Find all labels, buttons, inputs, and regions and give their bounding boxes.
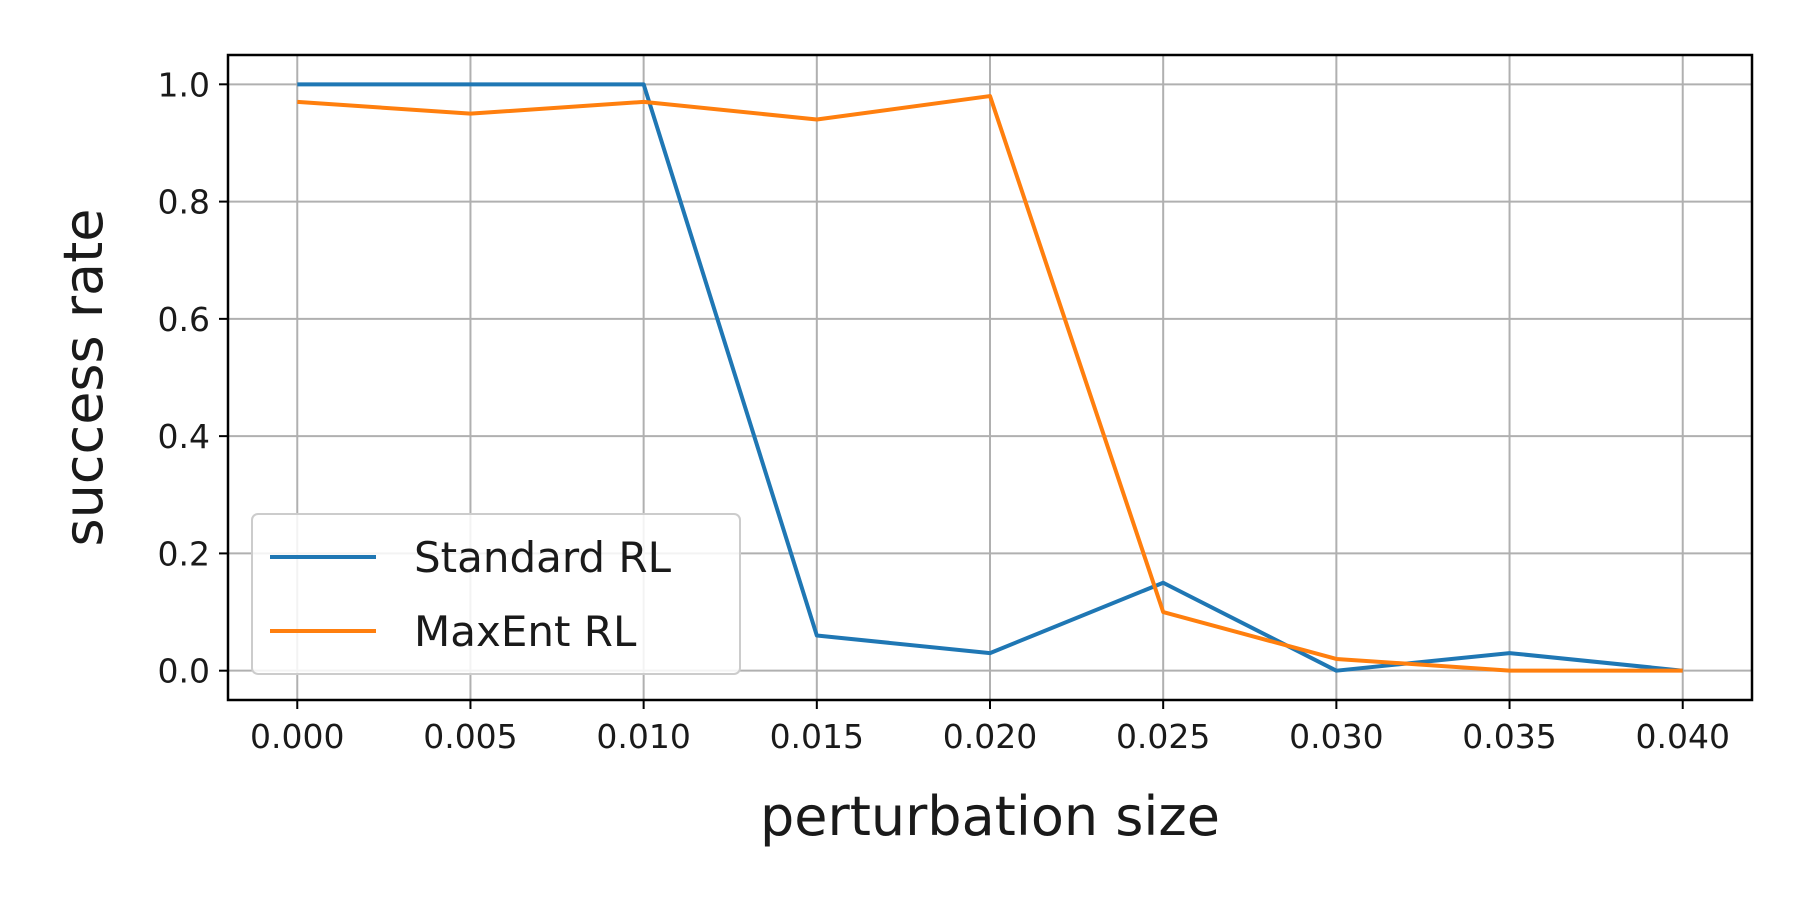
x-tick-label: 0.020 (943, 717, 1037, 756)
legend-label-maxent-rl: MaxEnt RL (414, 607, 637, 656)
series-lines (297, 82, 1683, 673)
x-tick-label: 0.025 (1116, 717, 1210, 756)
legend-box (251, 513, 741, 675)
x-axis-title: perturbation size (760, 785, 1220, 848)
axis-ticks: 0.000 0.005 0.010 0.015 0.020 0.025 0.030 0.035… (158, 65, 1730, 756)
x-tick-label: 0.040 (1635, 717, 1729, 756)
x-tick-label: 0.015 (770, 717, 864, 756)
x-tick-label: 0.005 (423, 717, 517, 756)
y-tick-label: 0.8 (158, 183, 210, 222)
legend: Standard RL MaxEnt RL (251, 513, 741, 675)
series-line-maxent-rl (297, 94, 1683, 673)
y-axis-title: success rate (52, 208, 115, 546)
x-tick-label: 0.010 (596, 717, 690, 756)
y-tick-label: 1.0 (158, 65, 210, 104)
y-tick-label: 0.0 (158, 652, 210, 691)
x-tick-label: 0.000 (250, 717, 344, 756)
x-tick-label: 0.035 (1462, 717, 1556, 756)
legend-label-standard-rl: Standard RL (414, 533, 672, 582)
y-tick-label: 0.6 (158, 300, 210, 339)
y-tick-label: 0.2 (158, 534, 210, 573)
x-tick-label: 0.030 (1289, 717, 1383, 756)
series-line-standard-rl (297, 82, 1683, 673)
y-tick-label: 0.4 (158, 417, 210, 456)
